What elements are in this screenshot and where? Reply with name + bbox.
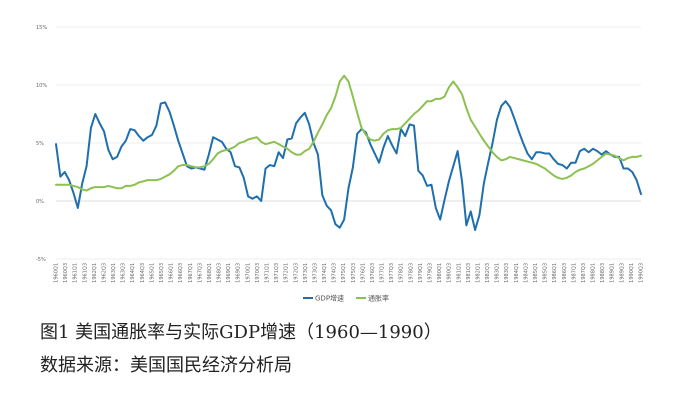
x-tick-label: 1978Q1 [399,263,405,283]
x-tick-label: 1980Q3 [447,263,453,283]
x-tick-label: 1964Q3 [140,263,146,283]
x-tick-label: 1987Q1 [571,263,577,283]
x-tick-label: 1989Q3 [619,263,625,283]
x-tick-label: 1963Q1 [111,263,117,283]
y-axis-ticks: -5% 0% 5% 10% 15% [36,25,47,263]
y-tick-label: 0% [36,199,44,205]
x-tick-label: 1963Q3 [121,263,127,283]
series-line-gdp [55,100,642,231]
y-tick-label: 15% [36,25,47,31]
figure-source: 数据来源：美国国民经济分析局 [40,355,292,376]
x-tick-label: 1972Q1 [284,263,290,283]
x-tick-label: 1975Q3 [351,263,357,283]
y-tick-label: 10% [36,83,47,89]
x-tick-label: 1967Q1 [188,263,194,283]
x-tick-label: 1980Q1 [437,263,443,283]
x-tick-label: 1964Q1 [130,263,136,283]
x-tick-label: 1966Q1 [169,263,175,283]
x-tick-label: 1979Q3 [428,263,434,283]
x-tick-label: 1971Q1 [264,263,270,283]
x-tick-label: 1977Q1 [380,263,386,283]
x-tick-label: 1973Q1 [303,263,309,283]
x-tick-label: 1988Q3 [600,263,606,283]
series-line-inflation [55,74,642,192]
x-tick-label: 1976Q3 [370,263,376,283]
x-tick-label: 1985Q1 [533,263,539,283]
legend: GDP增速 通胀率 [303,294,389,303]
x-tick-label: 1985Q3 [543,263,549,283]
series-lines [55,74,642,231]
x-tick-label: 1960Q3 [63,263,69,283]
x-tick-label: 1983Q3 [504,263,510,283]
x-tick-label: 1972Q3 [293,263,299,283]
figure-caption: 图1 美国通胀率与实际GDP增速（1960—1990） [40,322,442,343]
x-tick-label: 1969Q1 [226,263,232,283]
legend-label-inflation: 通胀率 [368,294,389,303]
x-tick-label: 1977Q3 [389,263,395,283]
x-tick-label: 1974Q1 [322,263,328,283]
gridlines [56,26,641,260]
x-tick-label: 1971Q3 [274,263,280,283]
x-tick-label: 1969Q3 [236,263,242,283]
x-tick-label: 1990Q3 [639,263,645,283]
x-tick-label: 1970Q3 [255,263,261,283]
chart: -5%0%5%10%15% 1960Q1 1960Q3 1961Q1 1961Q3 19… [36,25,645,303]
x-tick-label: 1966Q3 [178,263,184,283]
x-tick-label: 1962Q3 [101,263,107,283]
x-tick-label: 1989Q1 [610,263,616,283]
x-tick-label: 1982Q3 [485,263,491,283]
x-tick-label: 1970Q1 [245,263,251,283]
x-tick-label: 1965Q3 [159,263,165,283]
x-tick-label: 1960Q1 [54,263,60,283]
x-tick-label: 1965Q1 [149,263,155,283]
x-tick-label: 1983Q1 [495,263,501,283]
x-tick-label: 1988Q1 [591,263,597,283]
x-tick-label: 1984Q1 [514,263,520,283]
legend-label-gdp: GDP增速 [315,294,344,303]
x-tick-label: 1986Q1 [552,263,558,283]
x-tick-label: 1987Q3 [581,263,587,283]
x-tick-label: 1968Q1 [207,263,213,283]
x-tick-label: 1978Q3 [408,263,414,283]
y-tick-label: -5% [36,257,46,263]
x-tick-label: 1968Q3 [217,263,223,283]
x-tick-label: 1976Q1 [360,263,366,283]
x-tick-label: 1979Q1 [418,263,424,283]
y-tick-label: 5% [36,141,44,147]
x-tick-label: 1962Q1 [92,263,98,283]
x-tick-label: 1967Q3 [197,263,203,283]
x-tick-label: 1990Q1 [629,263,635,283]
x-tick-label: 1973Q3 [312,263,318,283]
x-tick-label: 1961Q3 [82,263,88,283]
x-tick-label: 1974Q3 [332,263,338,283]
x-tick-label: 1961Q1 [73,263,79,283]
x-tick-label: 1986Q3 [562,263,568,283]
x-tick-label: 1981Q1 [456,263,462,283]
x-tick-label: 1982Q1 [475,263,481,283]
x-tick-label: 1984Q3 [523,263,529,283]
x-axis-ticks: 1960Q1 1960Q3 1961Q1 1961Q3 1962Q1 1962Q3 1963… [54,263,645,283]
x-tick-label: 1981Q3 [466,263,472,283]
x-tick-label: 1975Q1 [341,263,347,283]
